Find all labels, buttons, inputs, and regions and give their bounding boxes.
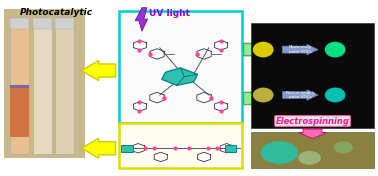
FancyArrow shape xyxy=(298,129,327,139)
Text: Moderately
polar VOCs: Moderately polar VOCs xyxy=(289,45,312,54)
Bar xyxy=(55,18,74,29)
FancyArrow shape xyxy=(82,138,116,158)
Ellipse shape xyxy=(334,141,353,153)
Polygon shape xyxy=(135,8,147,31)
Polygon shape xyxy=(162,68,197,85)
Bar xyxy=(251,23,373,128)
FancyArrow shape xyxy=(243,40,276,59)
Text: Electrospinning: Electrospinning xyxy=(276,117,350,125)
FancyArrow shape xyxy=(243,89,276,108)
FancyArrow shape xyxy=(282,44,318,55)
Bar xyxy=(10,18,29,29)
Ellipse shape xyxy=(325,88,345,102)
Bar xyxy=(10,85,29,88)
Text: Non or weakly
polar VOCs: Non or weakly polar VOCs xyxy=(286,90,315,99)
Bar xyxy=(10,23,29,154)
Ellipse shape xyxy=(253,88,274,102)
Bar xyxy=(225,145,236,152)
FancyArrow shape xyxy=(282,90,318,100)
FancyArrow shape xyxy=(82,61,116,81)
Bar xyxy=(119,123,242,168)
Bar xyxy=(119,11,242,123)
Ellipse shape xyxy=(325,42,345,57)
Bar xyxy=(33,23,51,154)
Ellipse shape xyxy=(253,42,274,57)
Bar xyxy=(121,145,133,152)
Bar xyxy=(5,10,85,158)
Ellipse shape xyxy=(260,141,298,164)
Bar xyxy=(10,88,29,137)
Bar xyxy=(55,23,74,154)
Text: UV light: UV light xyxy=(149,9,191,18)
Ellipse shape xyxy=(298,151,321,165)
Bar xyxy=(33,18,51,29)
Bar xyxy=(251,132,373,168)
Text: Photocatalytic: Photocatalytic xyxy=(20,8,93,17)
